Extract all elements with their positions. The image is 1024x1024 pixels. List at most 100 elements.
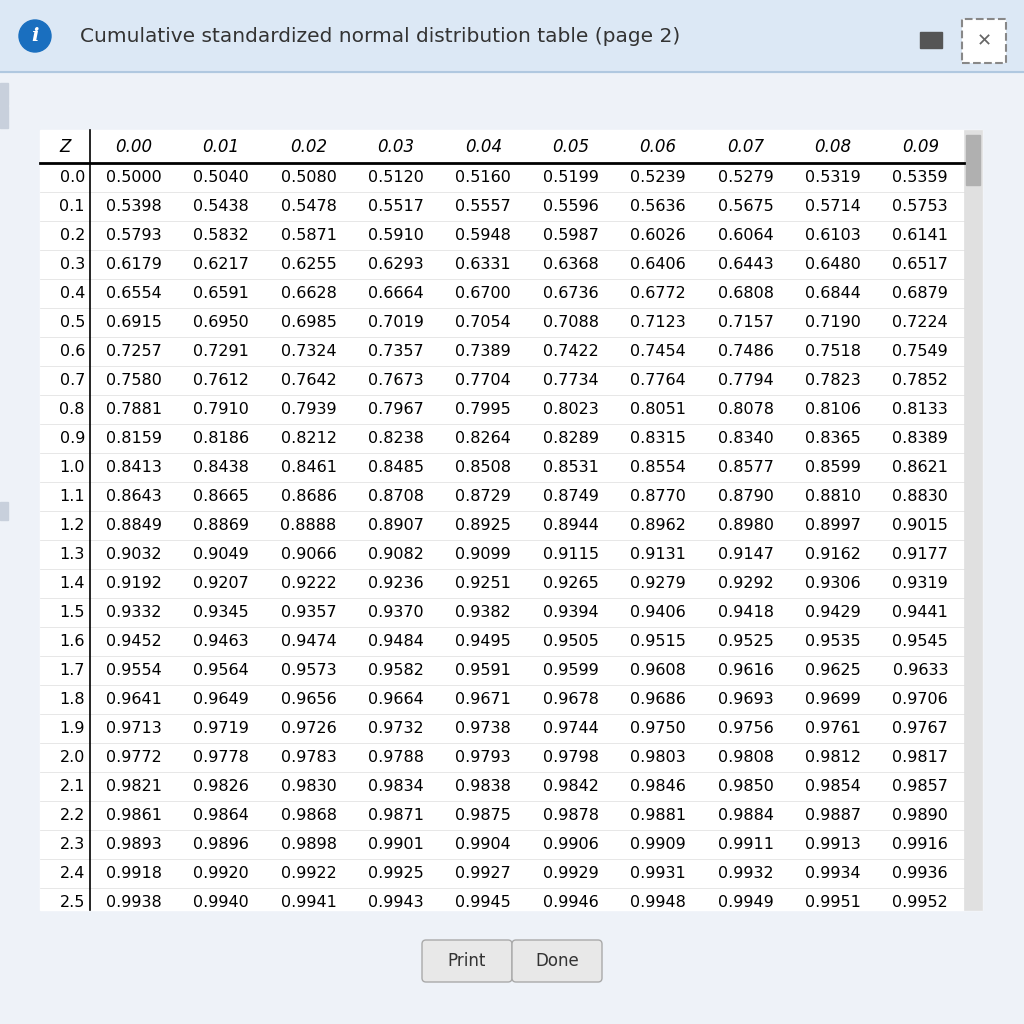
Text: 0.6700: 0.6700 xyxy=(456,286,511,301)
Text: 0.9279: 0.9279 xyxy=(630,575,686,591)
Text: 0.9441: 0.9441 xyxy=(892,605,948,620)
Text: 0.6368: 0.6368 xyxy=(543,257,599,272)
Text: 0.8186: 0.8186 xyxy=(194,431,249,446)
Text: 0.7454: 0.7454 xyxy=(630,344,686,359)
Text: 0.8159: 0.8159 xyxy=(105,431,162,446)
Text: 0.9943: 0.9943 xyxy=(368,895,424,910)
Text: 0.8944: 0.8944 xyxy=(543,518,599,534)
FancyBboxPatch shape xyxy=(512,940,602,982)
Text: 0.5517: 0.5517 xyxy=(368,199,424,214)
Text: 0.7088: 0.7088 xyxy=(543,315,599,330)
Text: 0.9904: 0.9904 xyxy=(456,837,511,852)
Text: 0.5239: 0.5239 xyxy=(631,170,686,185)
Text: 0.6331: 0.6331 xyxy=(456,257,511,272)
Text: 0.9922: 0.9922 xyxy=(281,866,336,881)
Text: 0.9713: 0.9713 xyxy=(105,721,162,736)
Text: 0.9808: 0.9808 xyxy=(718,750,773,765)
Text: 0.9641: 0.9641 xyxy=(105,692,162,707)
Text: 0.9032: 0.9032 xyxy=(105,547,162,562)
Text: 0.9599: 0.9599 xyxy=(543,663,599,678)
Text: 0.8621: 0.8621 xyxy=(892,460,948,475)
Text: 0.7823: 0.7823 xyxy=(805,373,861,388)
Text: 0.8770: 0.8770 xyxy=(630,489,686,504)
Text: 0.8: 0.8 xyxy=(59,402,85,417)
Text: 0.6: 0.6 xyxy=(59,344,85,359)
Text: 0.5557: 0.5557 xyxy=(456,199,511,214)
FancyBboxPatch shape xyxy=(422,940,512,982)
Text: 0.7642: 0.7642 xyxy=(281,373,336,388)
Text: 0.9649: 0.9649 xyxy=(194,692,249,707)
Text: 0.5478: 0.5478 xyxy=(281,199,337,214)
Text: 0.7518: 0.7518 xyxy=(805,344,861,359)
Text: 0.7224: 0.7224 xyxy=(893,315,948,330)
Text: 0.5080: 0.5080 xyxy=(281,170,337,185)
Text: 2.1: 2.1 xyxy=(59,779,85,794)
Text: 0.9830: 0.9830 xyxy=(281,779,336,794)
Text: 0.7: 0.7 xyxy=(59,373,85,388)
Text: 0.7881: 0.7881 xyxy=(105,402,162,417)
Text: 0.9332: 0.9332 xyxy=(105,605,162,620)
Text: 0.7580: 0.7580 xyxy=(105,373,162,388)
Text: 0.9382: 0.9382 xyxy=(456,605,511,620)
Text: 0.9265: 0.9265 xyxy=(543,575,599,591)
Text: 0.8907: 0.8907 xyxy=(368,518,424,534)
Text: 0.03: 0.03 xyxy=(377,137,415,156)
Text: 0.6772: 0.6772 xyxy=(630,286,686,301)
Text: 0.7794: 0.7794 xyxy=(718,373,773,388)
Text: 1.5: 1.5 xyxy=(59,605,85,620)
Text: 0.9015: 0.9015 xyxy=(892,518,948,534)
Text: 0.5596: 0.5596 xyxy=(543,199,599,214)
Text: 0.5910: 0.5910 xyxy=(368,228,424,243)
Text: 0.6591: 0.6591 xyxy=(194,286,249,301)
Text: 0.9916: 0.9916 xyxy=(892,837,948,852)
Text: 0.9726: 0.9726 xyxy=(281,721,336,736)
Text: 0.9946: 0.9946 xyxy=(543,895,599,910)
Text: 0.9949: 0.9949 xyxy=(718,895,773,910)
Text: 0.7123: 0.7123 xyxy=(630,315,686,330)
Text: 0.9671: 0.9671 xyxy=(456,692,511,707)
Text: 1.7: 1.7 xyxy=(59,663,85,678)
Text: 0.5160: 0.5160 xyxy=(456,170,511,185)
Text: 0.9554: 0.9554 xyxy=(105,663,162,678)
Text: 0.9875: 0.9875 xyxy=(456,808,511,823)
Bar xyxy=(966,135,980,185)
Text: 0.9452: 0.9452 xyxy=(105,634,162,649)
Text: 0.8133: 0.8133 xyxy=(893,402,948,417)
Text: 0.5279: 0.5279 xyxy=(718,170,773,185)
Text: 0.9591: 0.9591 xyxy=(456,663,511,678)
Text: 0.9834: 0.9834 xyxy=(368,779,424,794)
Text: 0.8830: 0.8830 xyxy=(892,489,948,504)
Text: 0.6064: 0.6064 xyxy=(718,228,773,243)
Text: 0.9920: 0.9920 xyxy=(194,866,249,881)
Text: 1.1: 1.1 xyxy=(59,489,85,504)
Text: 0.9906: 0.9906 xyxy=(543,837,599,852)
Text: 0.00: 0.00 xyxy=(115,137,153,156)
Text: 0.9319: 0.9319 xyxy=(893,575,948,591)
Text: 0.8643: 0.8643 xyxy=(105,489,162,504)
Text: 0.6950: 0.6950 xyxy=(194,315,249,330)
Text: 0.9236: 0.9236 xyxy=(368,575,424,591)
Text: 0.9292: 0.9292 xyxy=(718,575,773,591)
Text: 0.9608: 0.9608 xyxy=(630,663,686,678)
Text: 0.8554: 0.8554 xyxy=(630,460,686,475)
Text: 0.7486: 0.7486 xyxy=(718,344,773,359)
Text: ✕: ✕ xyxy=(977,32,991,50)
Text: 0.8729: 0.8729 xyxy=(456,489,511,504)
Text: 0.9901: 0.9901 xyxy=(368,837,424,852)
Text: 0.9429: 0.9429 xyxy=(805,605,861,620)
Text: 0.9357: 0.9357 xyxy=(281,605,336,620)
Text: 0.8365: 0.8365 xyxy=(805,431,861,446)
Text: 0.9251: 0.9251 xyxy=(456,575,511,591)
Text: 0.9838: 0.9838 xyxy=(456,779,511,794)
Text: 0.9162: 0.9162 xyxy=(805,547,861,562)
Text: 0.5714: 0.5714 xyxy=(805,199,861,214)
Text: 0.9515: 0.9515 xyxy=(630,634,686,649)
Text: 0.5675: 0.5675 xyxy=(718,199,773,214)
Text: 0.9738: 0.9738 xyxy=(456,721,511,736)
Text: 0.6736: 0.6736 xyxy=(543,286,598,301)
Text: 0.9761: 0.9761 xyxy=(805,721,861,736)
Text: 0.05: 0.05 xyxy=(552,137,589,156)
Text: 0.9495: 0.9495 xyxy=(456,634,511,649)
Text: 0.3: 0.3 xyxy=(59,257,85,272)
Text: 0.8508: 0.8508 xyxy=(456,460,511,475)
